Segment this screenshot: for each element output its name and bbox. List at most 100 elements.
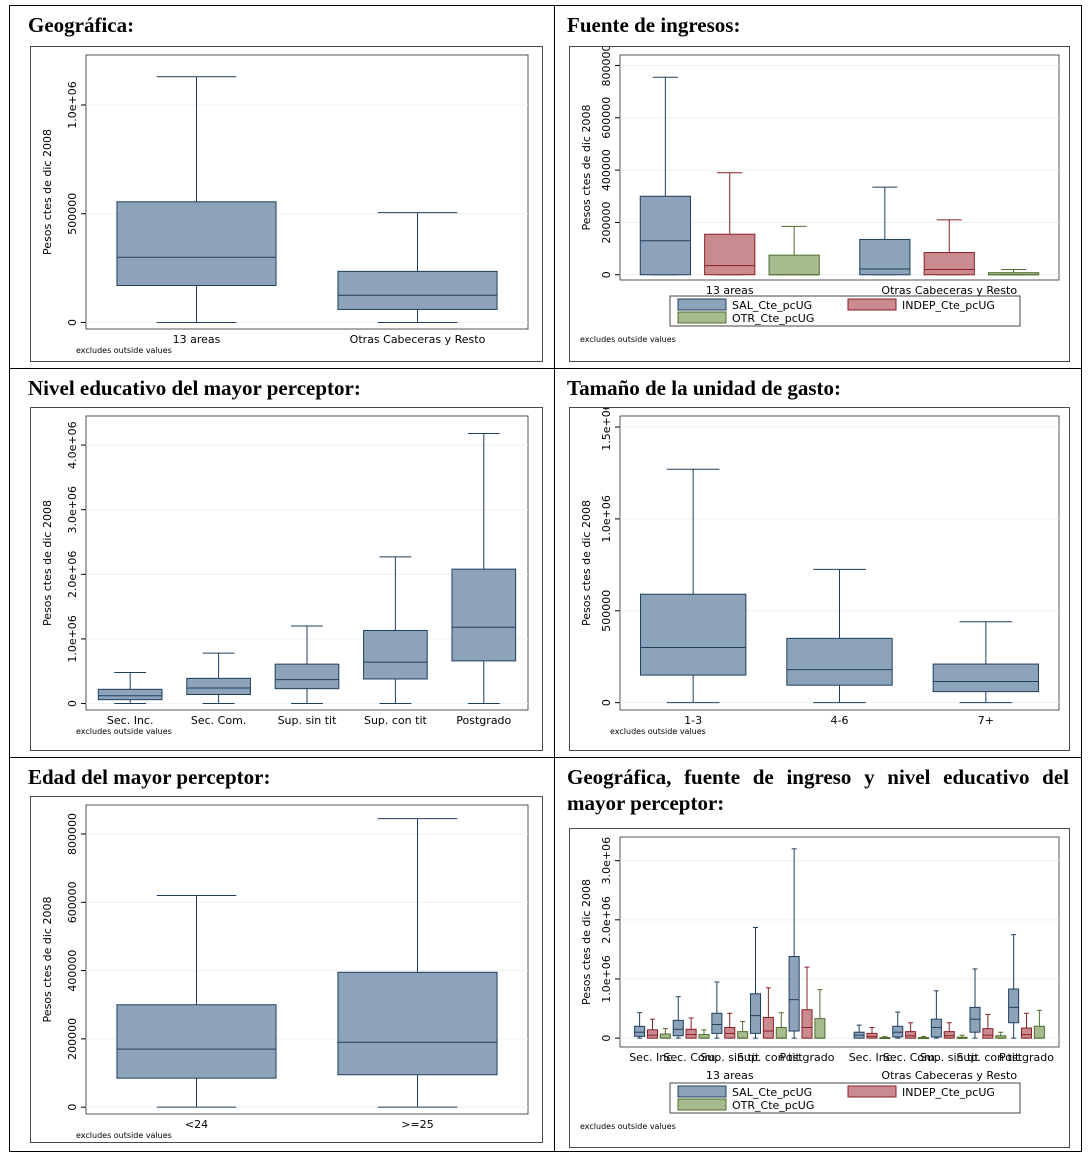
legend: SAL_Cte_pcUG INDEP_Cte_pcUG OTR_Cte_pcUG — [669, 295, 1021, 327]
ytick-label: 0 — [600, 699, 613, 706]
subcategory-label: Sup. sin tit — [700, 1051, 760, 1064]
subcategory-label: Sec. Inc. — [849, 1051, 896, 1064]
plot-area — [619, 836, 1060, 1048]
ytick-label: 1.0e+06 — [66, 615, 79, 662]
ytick-label: 3.0e+06 — [66, 486, 79, 533]
ytick-label: 0 — [600, 1035, 613, 1042]
y-axis-label: Pesos ctes de dic 2008 — [580, 879, 593, 1005]
cell-nivel-educativo: Nivel educativo del mayor perceptor: 0 1.… — [9, 368, 555, 758]
box-iqr — [788, 955, 800, 1032]
box-plot-4-1 — [337, 818, 498, 1108]
box-iqr — [363, 630, 428, 680]
box-iqr — [1020, 1027, 1033, 1039]
legend-label-1: INDEP_Cte_pcUG — [902, 299, 995, 312]
box-iqr — [814, 1018, 826, 1039]
box-iqr — [274, 663, 340, 690]
chart-panel-combinado: 0 1.0e+06 2.0e+06 3.0e+06 Pesos ctes de dic … — [569, 828, 1070, 1148]
box-iqr — [116, 1004, 277, 1079]
cell-combinado: Geográfica, fuente de ingreso y nivel ed… — [554, 757, 1082, 1152]
chart-panel-tamano-unidad: 0 500000 1.0e+06 1.5e+06 Pesos ctes de dic 2… — [569, 407, 1070, 751]
cell-geografica: Geográfica: 0 500000 1.0e+06 Pesos ctes de … — [9, 5, 555, 369]
box-plot-5-8-0 — [969, 968, 981, 1039]
xtick-label: Sup. sin tit — [278, 714, 338, 727]
ytick-label: 200000 — [66, 1018, 79, 1060]
heading-tamano-unidad: Tamaño de la unidad de gasto: — [567, 376, 842, 400]
box-iqr — [923, 252, 975, 276]
cell-edad: Edad del mayor perceptor: 0 200000 400000 6… — [9, 757, 555, 1152]
subcategory-label: Postgrado — [780, 1051, 835, 1064]
box-plot-3-0 — [639, 468, 747, 704]
ytick-label: 0 — [600, 271, 613, 278]
legend-swatch-1 — [847, 1085, 897, 1098]
excludes-note: excludes outside values — [76, 1131, 172, 1140]
chart-panel-edad: 0 200000 400000 600000 800000 Pesos ctes de d… — [30, 796, 543, 1143]
xtick-label: Sup. con tit — [364, 714, 428, 727]
box-plot-5-8-1 — [982, 1013, 994, 1039]
ytick-label: 400000 — [66, 950, 79, 992]
box-iqr — [892, 1025, 904, 1038]
box-iqr — [930, 1018, 942, 1038]
box-iqr — [337, 971, 498, 1076]
xtick-label: Postgrado — [456, 714, 511, 727]
box-iqr — [749, 993, 762, 1034]
subcategory-label: Sec. Com. — [883, 1051, 938, 1064]
box-plot-5-7-2 — [956, 1034, 968, 1039]
subcategory-label: Sup. con tit — [956, 1051, 1020, 1064]
ytick-label: 0 — [66, 1104, 79, 1111]
excludes-note: excludes outside values — [610, 727, 706, 736]
box-plot-5-0-0 — [634, 1012, 646, 1039]
legend-swatch-1 — [847, 298, 897, 311]
box-iqr — [672, 1019, 684, 1037]
legend-swatch-2 — [677, 1098, 727, 1111]
box-plot-5-4-0 — [788, 848, 800, 1039]
ytick-label: 800000 — [600, 47, 613, 86]
ytick-label: 1.5e+06 — [600, 408, 613, 451]
box-iqr — [711, 1012, 723, 1034]
box-iqr — [801, 1009, 813, 1039]
legend-swatch-2 — [677, 311, 727, 324]
plot-area — [619, 54, 1060, 281]
ytick-label: 600000 — [600, 97, 613, 139]
box-plot-2-1 — [186, 652, 251, 705]
group-label: Otras Cabeceras y Resto — [881, 1069, 1017, 1082]
ytick-label: 4.0e+06 — [66, 421, 79, 468]
legend-label-2: OTR_Cte_pcUG — [732, 312, 814, 325]
box-iqr — [905, 1031, 917, 1039]
box-plot-5-3-2 — [775, 1012, 787, 1039]
box-plot-5-3-1 — [762, 987, 774, 1039]
y-axis-label: Pesos ctes de dic 2008 — [41, 897, 54, 1023]
box-plot-5-4-1 — [801, 966, 813, 1039]
heading-combinado: Geográfica, fuente de ingreso y nivel ed… — [567, 765, 1069, 815]
box-iqr — [1008, 988, 1020, 1024]
legend-label-0: SAL_Cte_pcUG — [732, 1086, 812, 1099]
ytick-label: 200000 — [600, 201, 613, 243]
legend-label-0: SAL_Cte_pcUG — [732, 299, 812, 312]
cell-tamano-unidad: Tamaño de la unidad de gasto: 0 500000 1.0… — [554, 368, 1082, 758]
legend-swatch-0 — [677, 1085, 727, 1098]
y-axis-label: Pesos ctes de dic 2008 — [41, 500, 54, 626]
ytick-label: 500000 — [66, 193, 79, 235]
xtick-label: 1-3 — [684, 714, 702, 727]
box-iqr — [768, 254, 820, 276]
ytick-label: 0 — [66, 319, 79, 326]
box-iqr — [639, 195, 691, 276]
box-plot-5-3-0 — [749, 927, 762, 1039]
box-iqr — [634, 1025, 646, 1037]
cell-fuente-ingresos: Fuente de ingresos: 0 200000 400000 600000 8… — [554, 5, 1082, 369]
ytick-label: 3.0e+06 — [600, 837, 613, 884]
chart-svg-0: 0 500000 1.0e+06 Pesos ctes de dic 2008 13 a… — [41, 54, 529, 355]
chart-svg-5: 0 1.0e+06 2.0e+06 3.0e+06 Pesos ctes de dic … — [580, 836, 1060, 1131]
box-plot-5-1-0 — [672, 996, 684, 1039]
box-plot-5-5-0 — [853, 1024, 865, 1039]
ytick-label: 2.0e+06 — [600, 896, 613, 943]
box-iqr — [762, 1016, 774, 1039]
ytick-label: 800000 — [66, 813, 79, 855]
xtick-label: 13 areas — [173, 333, 221, 346]
box-iqr — [116, 201, 277, 287]
box-iqr — [1033, 1025, 1045, 1039]
chart-panel-nivel-educativo: 0 1.0e+06 2.0e+06 3.0e+06 4.0e+06 Pesos ctes … — [30, 407, 543, 751]
box-plot-5-6-2 — [917, 1035, 930, 1040]
ytick-label: 600000 — [66, 881, 79, 923]
subcategory-label: Sup. sin tit — [920, 1051, 980, 1064]
